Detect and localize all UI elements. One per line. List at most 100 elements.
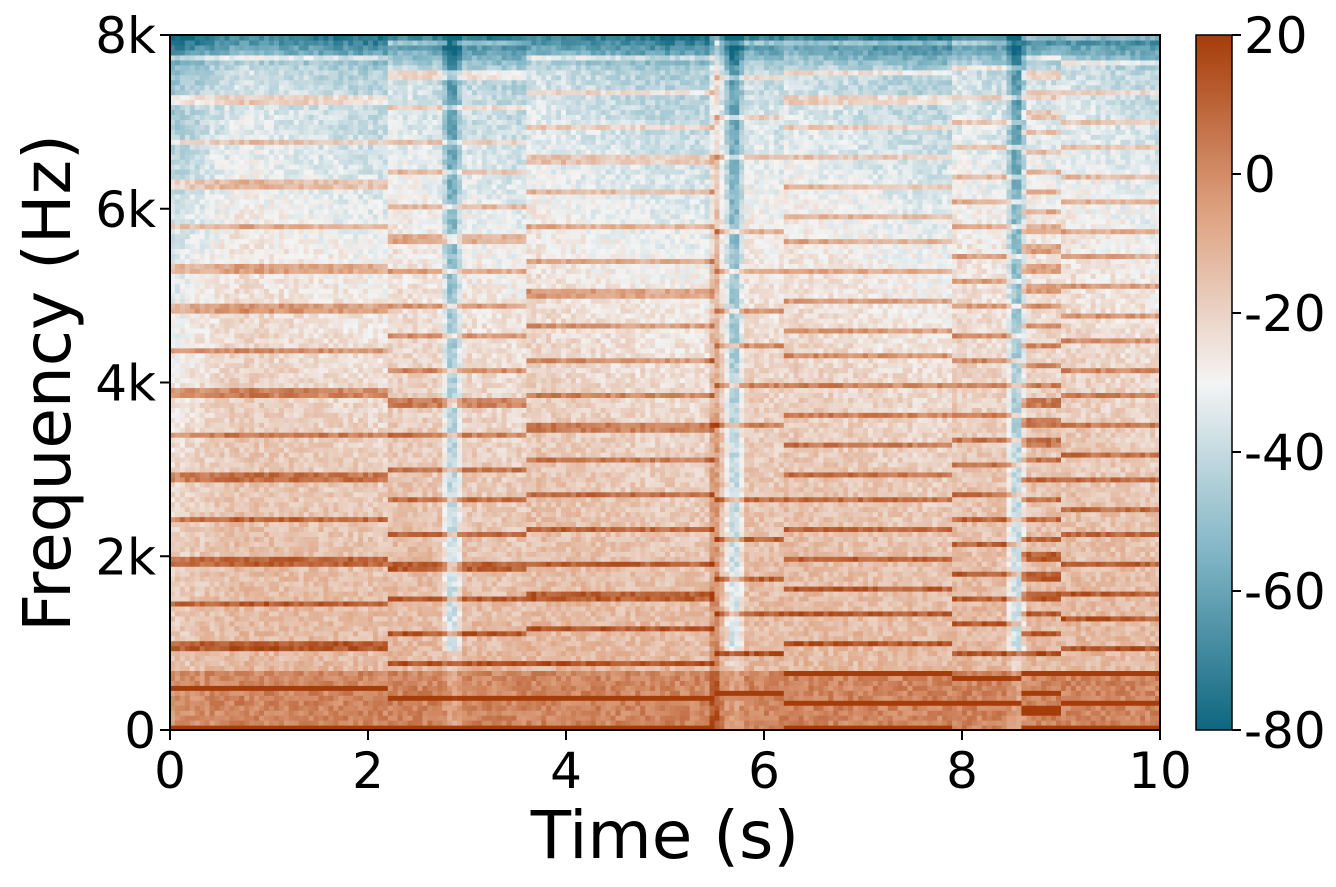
heatmap-cell: [190, 457, 196, 463]
heatmap-cell: [200, 437, 206, 443]
heatmap-cell: [319, 144, 325, 150]
heatmap-cell: [205, 387, 211, 393]
heatmap-cell: [195, 566, 201, 572]
heatmap-cell: [299, 363, 305, 369]
heatmap-cell: [234, 303, 240, 309]
heatmap-cell: [289, 288, 295, 294]
heatmap-cell: [264, 348, 270, 354]
heatmap-cell: [229, 477, 235, 483]
heatmap-cell: [254, 154, 260, 160]
heatmap-cell: [279, 293, 285, 299]
heatmap-cell: [180, 437, 186, 443]
heatmap-cell: [185, 651, 191, 657]
heatmap-cell: [249, 631, 255, 637]
heatmap-cell: [185, 685, 191, 691]
heatmap-cell: [314, 149, 320, 155]
heatmap-cell: [343, 680, 349, 686]
heatmap-cell: [299, 318, 305, 324]
heatmap-cell: [279, 646, 285, 652]
heatmap-cell: [244, 204, 250, 210]
heatmap-cell: [264, 40, 270, 46]
heatmap-cell: [200, 263, 206, 269]
heatmap-cell: [333, 383, 339, 389]
heatmap-cell: [195, 616, 201, 622]
heatmap-cell: [309, 452, 315, 458]
heatmap-cell: [195, 656, 201, 662]
heatmap-cell: [224, 273, 230, 279]
heatmap-cell: [289, 387, 295, 393]
heatmap-cell: [220, 159, 226, 165]
heatmap-cell: [220, 114, 226, 120]
heatmap-cell: [190, 348, 196, 354]
heatmap-cell: [274, 502, 280, 508]
heatmap-cell: [229, 368, 235, 374]
heatmap-cell: [229, 134, 235, 140]
heatmap-cell: [294, 541, 300, 547]
heatmap-cell: [319, 105, 325, 111]
heatmap-cell: [254, 675, 260, 681]
heatmap-cell: [264, 209, 270, 215]
heatmap-cell: [220, 437, 226, 443]
heatmap-cell: [333, 244, 339, 250]
heatmap-cell: [264, 675, 270, 681]
heatmap-cell: [279, 70, 285, 76]
heatmap-cell: [309, 715, 315, 721]
heatmap-cell: [190, 512, 196, 518]
heatmap-cell: [195, 199, 201, 205]
heatmap-cell: [190, 45, 196, 51]
heatmap-cell: [210, 204, 216, 210]
heatmap-cell: [190, 591, 196, 597]
heatmap-cell: [338, 70, 344, 76]
heatmap-cell: [309, 566, 315, 572]
heatmap-cell: [279, 606, 285, 612]
heatmap-cell: [279, 373, 285, 379]
heatmap-cell: [190, 422, 196, 428]
heatmap-cell: [338, 204, 344, 210]
heatmap-cell: [239, 631, 245, 637]
heatmap-cell: [254, 502, 260, 508]
heatmap-cell: [205, 442, 211, 448]
heatmap-cell: [274, 472, 280, 478]
heatmap-cell: [319, 378, 325, 384]
heatmap-cell: [274, 522, 280, 528]
heatmap-cell: [185, 383, 191, 389]
heatmap-cell: [333, 407, 339, 413]
heatmap-cell: [299, 244, 305, 250]
heatmap-cell: [309, 522, 315, 528]
heatmap-cell: [294, 492, 300, 498]
heatmap-cell: [284, 348, 290, 354]
heatmap-cell: [200, 258, 206, 264]
heatmap-cell: [185, 576, 191, 582]
heatmap-cell: [190, 561, 196, 567]
heatmap-cell: [215, 179, 221, 185]
heatmap-cell: [309, 631, 315, 637]
heatmap-cell: [200, 661, 206, 667]
heatmap-cell: [195, 646, 201, 652]
heatmap-cell: [200, 283, 206, 289]
heatmap-cell: [210, 437, 216, 443]
heatmap-cell: [234, 313, 240, 319]
heatmap-cell: [190, 224, 196, 230]
heatmap-cell: [328, 427, 334, 433]
heatmap-cell: [254, 119, 260, 125]
heatmap-cell: [234, 641, 240, 647]
heatmap-cell: [180, 412, 186, 418]
heatmap-cell: [185, 472, 191, 478]
heatmap-cell: [205, 566, 211, 572]
heatmap-cell: [254, 333, 260, 339]
heatmap-cell: [333, 134, 339, 140]
heatmap-cell: [229, 60, 235, 66]
heatmap-cell: [229, 665, 235, 671]
heatmap-cell: [279, 591, 285, 597]
heatmap-cell: [244, 50, 250, 56]
heatmap-cell: [294, 338, 300, 344]
heatmap-cell: [234, 611, 240, 617]
heatmap-cell: [215, 343, 221, 349]
heatmap-cell: [279, 596, 285, 602]
heatmap-cell: [304, 174, 310, 180]
heatmap-cell: [239, 695, 245, 701]
heatmap-cell: [269, 204, 275, 210]
heatmap-cell: [333, 298, 339, 304]
heatmap-cell: [200, 45, 206, 51]
